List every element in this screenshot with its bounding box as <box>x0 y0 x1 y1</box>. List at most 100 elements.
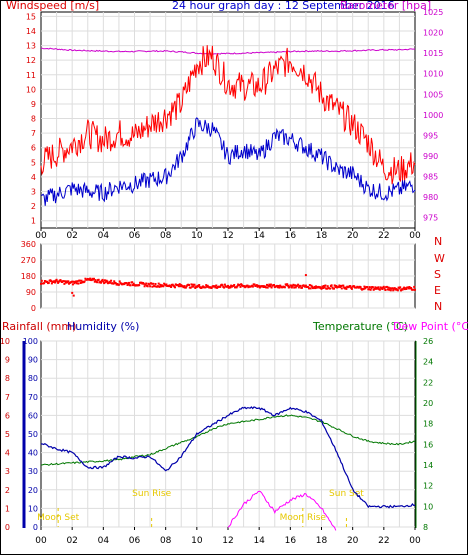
top-time-tick-label: 08 <box>160 231 172 241</box>
direction-point <box>200 287 203 289</box>
direction-point <box>238 283 241 286</box>
direction-point <box>339 286 342 289</box>
windspeed-tick-label: 8 <box>31 115 36 124</box>
bottom-time-tick-label: 00 <box>409 536 421 546</box>
dewpoint-line <box>227 490 337 531</box>
direction-point <box>100 281 102 284</box>
windspeed-tick-label: 3 <box>31 188 36 197</box>
direction-point <box>146 285 149 288</box>
direction-point <box>382 285 385 288</box>
direction-point <box>314 287 317 290</box>
humidity-axis-title: Humidity (%) <box>67 320 139 333</box>
sun-rise-label: Sun Rise <box>132 489 171 499</box>
humidity-tick-label: 100 <box>23 337 38 346</box>
direction-point <box>326 285 329 288</box>
direction-point <box>103 279 106 282</box>
direction-point <box>183 285 186 288</box>
direction-point <box>340 287 343 290</box>
direction-point <box>76 280 79 283</box>
direction-point <box>387 286 390 289</box>
direction-points <box>40 274 416 297</box>
direction-point <box>131 281 134 284</box>
direction-point <box>104 281 107 284</box>
windspeed-tick-label: 4 <box>31 173 36 182</box>
rainfall-tick-label: 0 <box>5 523 10 532</box>
top-time-tick-label: 10 <box>191 231 203 241</box>
direction-point <box>127 283 130 286</box>
barometer-tick-label: 980 <box>423 193 438 202</box>
direction-point <box>179 285 182 288</box>
astronomy-markers: Moon Set Sun Rise Moon Rise Sun Set <box>37 489 364 527</box>
direction-point <box>148 283 151 286</box>
direction-point <box>195 286 198 288</box>
direction-point <box>286 283 289 286</box>
rainfall-axis-title: Rainfall (mm) <box>2 320 76 333</box>
direction-point <box>128 281 130 284</box>
direction-point <box>66 281 69 284</box>
direction-point <box>154 283 157 285</box>
temperature-tick-label: 24 <box>423 358 433 367</box>
bottom-time-tick-label: 04 <box>98 536 110 546</box>
direction-point <box>157 282 160 285</box>
direction-point <box>269 283 272 286</box>
top-time-tick-label: 20 <box>347 231 359 241</box>
direction-point <box>308 287 310 290</box>
direction-point <box>192 285 195 288</box>
direction-point <box>59 279 62 282</box>
direction-point <box>80 279 83 282</box>
direction-point <box>93 280 96 283</box>
direction-point <box>400 289 402 292</box>
direction-point <box>64 280 67 283</box>
temperature-line <box>40 414 416 466</box>
direction-point <box>138 284 141 287</box>
direction-point <box>385 285 388 288</box>
direction-point <box>290 286 293 289</box>
barometer-tick-label: 985 <box>423 173 438 182</box>
direction-point <box>79 282 82 284</box>
direction-point <box>273 284 275 286</box>
direction-point <box>106 280 109 283</box>
top-time-tick-label: 06 <box>129 231 141 241</box>
direction-tick-label: 90 <box>26 288 36 297</box>
direction-point <box>132 282 135 285</box>
direction-point <box>236 285 239 288</box>
bottom-grid <box>41 340 415 528</box>
windspeed-tick-label: 6 <box>31 144 36 153</box>
direction-point <box>363 285 366 288</box>
direction-point <box>258 285 261 288</box>
direction-point <box>294 286 297 289</box>
direction-point <box>142 282 145 285</box>
barometer-tick-label: 1005 <box>423 90 443 99</box>
direction-point <box>150 282 153 285</box>
direction-point <box>219 285 222 288</box>
direction-point <box>304 285 307 288</box>
rainfall-tick-label: 4 <box>5 449 10 458</box>
direction-point <box>165 283 168 286</box>
direction-point <box>326 287 328 290</box>
direction-point <box>160 285 162 288</box>
windspeed-tick-label: 7 <box>31 129 36 138</box>
windspeed-tick-label: 10 <box>26 85 36 94</box>
humidity-tick-label: 60 <box>28 411 38 420</box>
direction-point <box>152 282 155 285</box>
barometer-tick-label: 975 <box>423 214 438 223</box>
direction-point <box>384 289 387 291</box>
direction-point <box>194 287 197 289</box>
direction-point <box>223 286 226 289</box>
direction-point <box>307 286 310 289</box>
humidity-tick-label: 90 <box>28 356 38 365</box>
rainfall-tick-label: 2 <box>5 486 10 495</box>
direction-point <box>90 279 93 282</box>
direction-point <box>377 286 380 289</box>
rainfall-tick-label: 5 <box>5 430 10 439</box>
compass-label: W <box>434 252 445 265</box>
direction-point <box>205 284 208 287</box>
direction-point <box>324 284 327 287</box>
direction-point <box>322 285 325 287</box>
direction-point <box>337 285 340 288</box>
humidity-line <box>40 406 416 509</box>
rainfall-tick-label: 8 <box>5 374 10 383</box>
direction-point <box>333 287 335 290</box>
rainfall-tick-label: 9 <box>5 356 10 365</box>
